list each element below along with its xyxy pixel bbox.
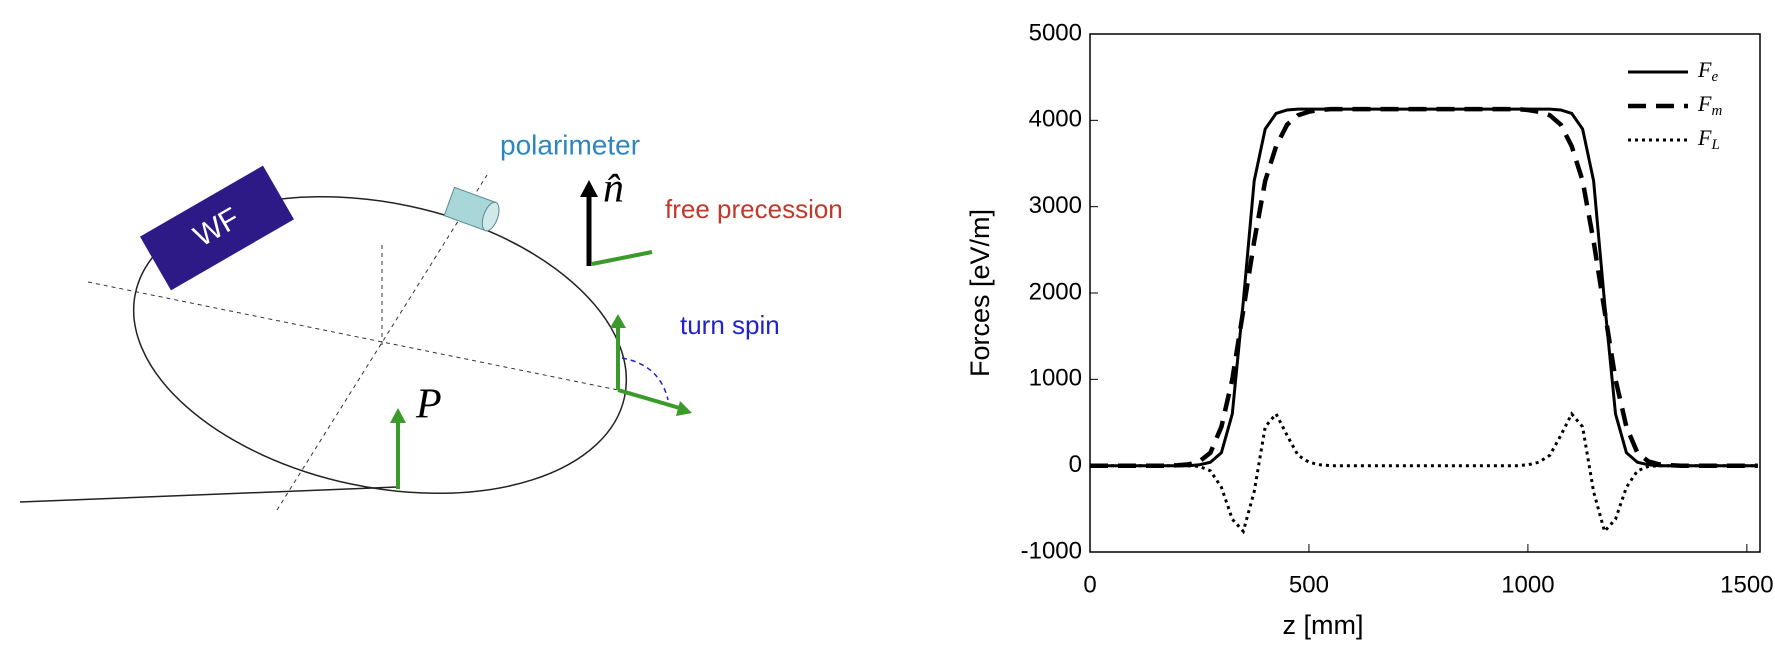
x-tick-label: 500 xyxy=(1289,571,1329,598)
legend-label: FL xyxy=(1697,125,1720,153)
legend-label: Fm xyxy=(1697,91,1722,119)
polarization-label: P⃗ xyxy=(415,382,474,428)
y-tick-label: 5000 xyxy=(1029,19,1082,46)
figure: WF polarimeter n̂ free precession turn s… xyxy=(0,0,1775,650)
diagram: WF polarimeter n̂ free precession turn s… xyxy=(20,129,843,535)
wf-box: WF xyxy=(140,166,294,291)
y-tick-label: 0 xyxy=(1069,451,1082,478)
y-axis-label: Forces [eV/m] xyxy=(965,209,995,377)
beam-line xyxy=(20,487,398,502)
plot-frame xyxy=(1090,34,1760,552)
series-line xyxy=(1090,109,1758,466)
x-tick-label: 0 xyxy=(1083,571,1096,598)
x-tick-label: 1000 xyxy=(1501,571,1554,598)
chart: z [mm] Forces [eV/m] -100001000200030004… xyxy=(965,19,1773,640)
series-line xyxy=(1090,414,1758,531)
y-tick-label: 1000 xyxy=(1029,365,1082,392)
x-axis-label: z [mm] xyxy=(1283,610,1364,640)
polarimeter-label: polarimeter xyxy=(500,129,640,160)
spin-arrow xyxy=(592,252,652,264)
precession-label: free precession xyxy=(665,194,843,224)
x-tick-label: 1500 xyxy=(1720,571,1773,598)
arrow-head xyxy=(610,314,626,328)
y-tick-label: -1000 xyxy=(1021,537,1082,564)
series-line xyxy=(1090,109,1758,466)
arrow-head xyxy=(390,408,406,423)
turn-label: turn spin xyxy=(680,310,780,340)
y-tick-label: 3000 xyxy=(1029,192,1082,219)
axis-dash xyxy=(88,282,618,390)
y-tick-label: 2000 xyxy=(1029,278,1082,305)
legend-label: Fe xyxy=(1697,57,1718,85)
y-tick-label: 4000 xyxy=(1029,106,1082,133)
polarimeter-icon xyxy=(444,187,502,233)
arrow-head xyxy=(676,401,692,416)
spin-arrow xyxy=(618,390,683,409)
normal-label: n̂ xyxy=(603,166,624,212)
arrow-head xyxy=(580,180,598,197)
